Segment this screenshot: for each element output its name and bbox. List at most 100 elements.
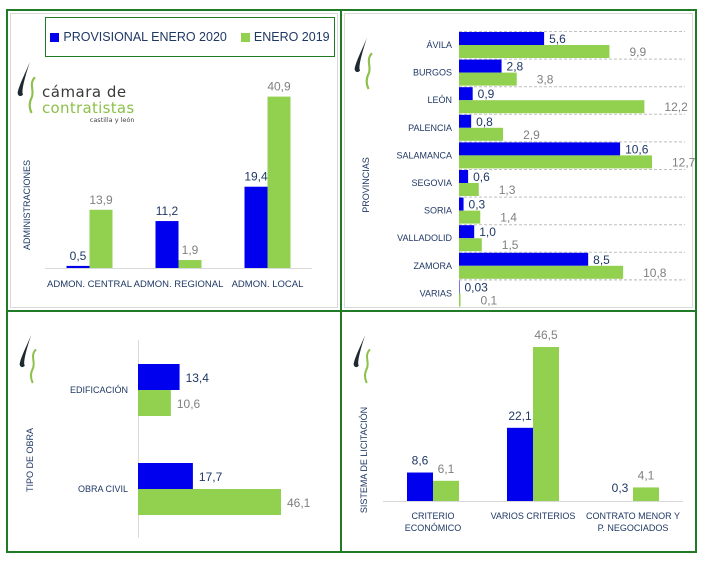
bar: [138, 364, 180, 390]
legend-swatch-2020: [50, 33, 60, 43]
logo-mark-dark-icon: [354, 38, 367, 73]
bar: [155, 221, 179, 268]
logo-mark-dark-icon: [353, 335, 366, 368]
y-tick-label: OBRA CIVIL: [78, 484, 128, 494]
x-tick-label: CRITERIO: [411, 511, 454, 521]
bar: [459, 87, 473, 101]
y-tick-label: PALENCIA: [408, 123, 452, 133]
data-label: 1,5: [502, 238, 519, 252]
data-label: 0,8: [476, 115, 493, 129]
logo-mark-green-icon: [28, 76, 36, 114]
y-tick-label: VALLADOLID: [397, 233, 452, 243]
x-tick-label: ADMON. CENTRAL: [47, 279, 132, 290]
bar: [459, 197, 464, 211]
data-label: 3,8: [537, 73, 554, 87]
x-tick-label: CONTRATO MENOR Y: [586, 511, 680, 521]
y-tick-label: BURGOS: [413, 68, 452, 78]
x-tick-label: ADMON. LOCAL: [232, 279, 304, 290]
bar: [533, 347, 559, 501]
bar: [178, 260, 202, 268]
logo-mark-green-icon: [363, 348, 371, 384]
legend-swatch-2019: [240, 33, 250, 43]
data-label: 4,1: [638, 468, 655, 482]
data-label: 1,0: [479, 225, 496, 239]
data-label: 12,7: [672, 155, 696, 169]
legend-label-2020: PROVISIONAL ENERO 2020: [63, 30, 227, 44]
y-axis-label: PROVINCIAS: [361, 157, 371, 213]
bar: [459, 225, 475, 239]
data-label: 10,6: [177, 397, 201, 411]
data-label: 0,5: [70, 249, 87, 263]
panel-inner: [10, 13, 338, 308]
data-label: 12,2: [664, 100, 688, 114]
data-label: 1,3: [499, 183, 516, 197]
y-tick-label: EDIFICACIÓN: [70, 385, 128, 395]
bar: [633, 487, 659, 501]
data-label: 46,1: [287, 496, 311, 510]
data-label: 0,3: [612, 481, 629, 495]
data-label: 0,9: [478, 87, 495, 101]
bar: [459, 293, 461, 307]
data-label: 10,6: [625, 142, 649, 156]
logo-mark-dark-icon: [19, 335, 32, 368]
bar: [138, 463, 193, 489]
legend-item-2019: ENERO 2019: [240, 30, 330, 44]
x-tick-label: VARIOS CRITERIOS: [491, 511, 576, 521]
x-tick-label: ECONÓMICO: [405, 523, 462, 533]
data-label: 1,4: [500, 211, 517, 225]
bar: [459, 170, 469, 183]
legend-label-2019: ENERO 2019: [253, 30, 330, 44]
data-label: 17,7: [199, 470, 223, 484]
bar: [459, 127, 504, 141]
bar: [459, 45, 610, 58]
logo-line1: cámara de: [42, 83, 127, 101]
y-tick-label: SALAMANCA: [396, 150, 452, 160]
y-axis-label: ADMINISTRACIONES: [22, 160, 32, 250]
data-label: 40,9: [267, 80, 291, 94]
logo-line2: contratistas: [42, 99, 135, 117]
x-tick-label: P. NEGOCIADOS: [598, 523, 669, 533]
bar: [459, 210, 481, 224]
bar: [459, 238, 482, 252]
bar: [459, 114, 472, 128]
bar: [459, 142, 621, 156]
data-label: 13,9: [89, 193, 113, 207]
data-label: 0,03: [464, 280, 488, 294]
logo-mark-dark-icon: [17, 62, 30, 97]
bar: [459, 252, 589, 266]
data-label: 1,9: [182, 243, 199, 257]
logo-line3: castilla y león: [89, 116, 135, 124]
y-axis-label: SISTEMA DE LICITACIÓN: [359, 407, 369, 513]
bar: [459, 72, 517, 86]
data-label: 46,5: [534, 328, 558, 342]
bar: [459, 183, 479, 196]
data-label: 6,1: [438, 462, 455, 476]
logo-mark-green-icon: [365, 52, 373, 90]
data-label: 5,6: [549, 32, 566, 46]
data-label: 2,9: [523, 128, 540, 142]
data-label: 9,9: [629, 45, 646, 59]
data-label: 0,3: [469, 198, 486, 212]
bar: [407, 472, 433, 501]
chart-legend: PROVISIONAL ENERO 2020 ENERO 2019: [45, 17, 335, 57]
bar: [89, 209, 113, 268]
data-label: 8,5: [593, 253, 610, 267]
bar: [459, 265, 624, 279]
y-tick-label: SEGOVIA: [411, 178, 452, 188]
bar: [66, 265, 90, 268]
bar: [459, 59, 502, 73]
logo-mark-green-icon: [29, 348, 37, 384]
legend-item-2020: PROVISIONAL ENERO 2020: [50, 30, 227, 44]
bar: [138, 489, 281, 515]
y-tick-label: SORIA: [424, 206, 452, 216]
bar: [459, 32, 545, 45]
bar: [507, 427, 533, 501]
bar: [459, 155, 652, 169]
data-label: 2,8: [507, 60, 524, 74]
data-label: 0,6: [473, 170, 490, 184]
data-label: 10,8: [643, 266, 667, 280]
y-tick-label: ÁVILA: [426, 40, 452, 50]
data-label: 0,1: [481, 293, 498, 307]
data-label: 19,4: [244, 170, 268, 184]
